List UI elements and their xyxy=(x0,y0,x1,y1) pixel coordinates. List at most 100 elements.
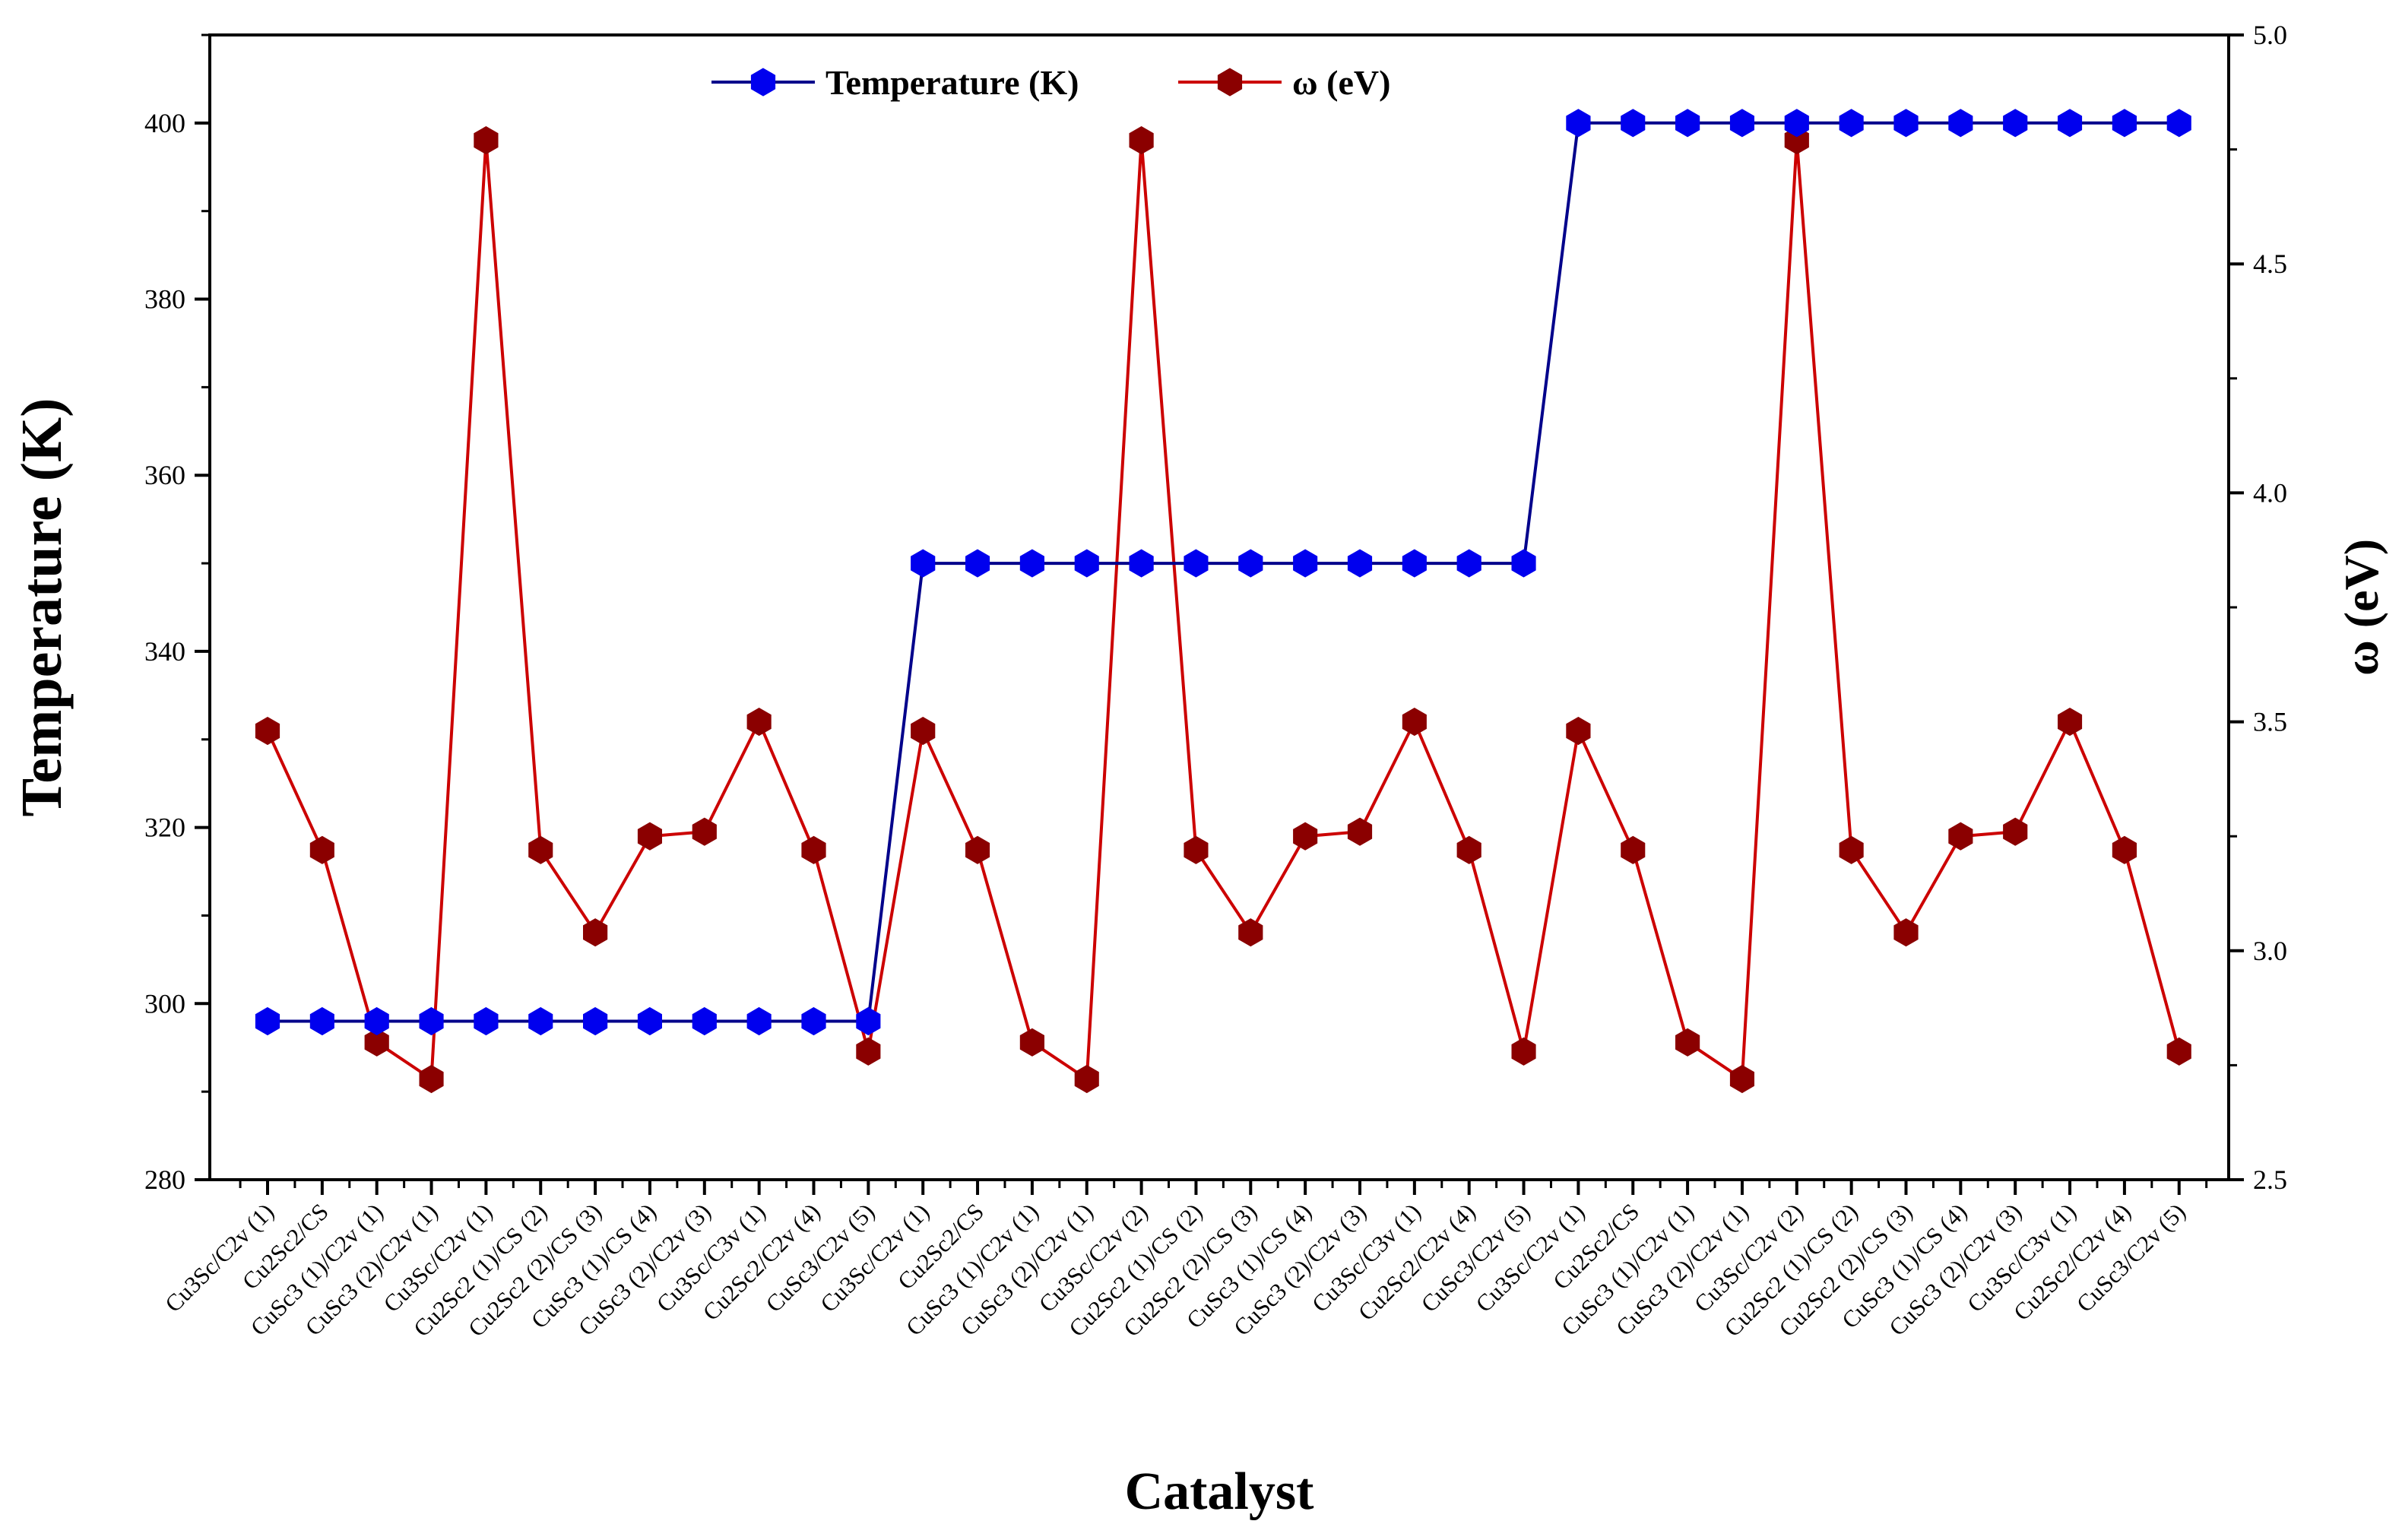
temperature-marker xyxy=(1184,549,1209,578)
legend-marker-sample xyxy=(1217,68,1243,97)
temperature-marker xyxy=(1729,109,1754,138)
temperature-marker xyxy=(1839,109,1864,138)
omega-marker xyxy=(364,1028,389,1057)
temperature-marker xyxy=(1511,549,1536,578)
omega-marker xyxy=(528,835,553,864)
omega-marker xyxy=(1729,1064,1754,1094)
y-left-tick-label: 380 xyxy=(144,284,185,315)
temperature-marker xyxy=(801,1006,826,1036)
omega-marker xyxy=(2112,835,2137,864)
temperature-marker xyxy=(1019,549,1044,578)
omega-marker xyxy=(1184,835,1209,864)
omega-marker xyxy=(1293,822,1318,851)
temperature-marker xyxy=(364,1006,389,1036)
omega-marker xyxy=(1893,918,1919,947)
plot-area-border xyxy=(208,33,2230,1181)
temperature-marker xyxy=(1129,549,1154,578)
omega-marker xyxy=(1456,835,1481,864)
omega-marker xyxy=(801,835,826,864)
temperature-marker xyxy=(2166,109,2191,138)
omega-marker xyxy=(1675,1028,1700,1057)
y-right-tick-label: 5.0 xyxy=(2253,20,2287,50)
omega-marker xyxy=(474,126,499,155)
temperature-marker xyxy=(1456,549,1481,578)
temperature-marker xyxy=(583,1006,608,1036)
y-left-tick-label: 320 xyxy=(144,813,185,843)
omega-marker xyxy=(1566,717,1591,746)
legend-label: ω (eV) xyxy=(1292,63,1390,102)
temperature-marker xyxy=(1402,549,1427,578)
omega-marker xyxy=(965,835,990,864)
y-right-tick-label: 3.0 xyxy=(2253,936,2287,966)
temperature-marker xyxy=(1074,549,1099,578)
omega-marker xyxy=(1948,822,1973,851)
omega-marker xyxy=(1238,918,1263,947)
omega-marker xyxy=(255,717,280,746)
omega-marker xyxy=(309,835,334,864)
temperature-marker xyxy=(474,1006,499,1036)
temperature-marker xyxy=(1347,549,1373,578)
y-right-tick-label: 3.5 xyxy=(2253,707,2287,737)
temperature-marker xyxy=(692,1006,717,1036)
omega-marker xyxy=(1621,835,1646,864)
temperature-marker xyxy=(1621,109,1646,138)
legend-item-temperature: Temperature (K) xyxy=(711,63,1079,102)
omega-marker xyxy=(2003,817,2028,846)
temperature-marker xyxy=(637,1006,662,1036)
omega-series-line xyxy=(266,138,2181,1081)
temperature-marker xyxy=(911,549,936,578)
temperature-marker xyxy=(1675,109,1700,138)
omega-marker xyxy=(1074,1064,1099,1094)
temperature-marker xyxy=(965,549,990,578)
y-right-tick-label: 2.5 xyxy=(2253,1165,2287,1195)
temperature-marker xyxy=(2112,109,2137,138)
temperature-marker xyxy=(419,1006,444,1036)
temperature-marker xyxy=(1293,549,1318,578)
omega-marker xyxy=(637,822,662,851)
omega-marker xyxy=(746,708,772,737)
y-axis-right-title: ω (eV) xyxy=(2334,539,2388,676)
omega-marker xyxy=(1511,1037,1536,1066)
y-axis-left-title: Temperature (K) xyxy=(10,398,74,817)
legend: Temperature (K) ω (eV) xyxy=(711,63,1390,102)
legend-item-omega: ω (eV) xyxy=(1178,63,1390,102)
omega-marker xyxy=(1347,817,1373,846)
y-left-tick-label: 280 xyxy=(144,1165,185,1195)
omega-marker xyxy=(911,717,936,746)
omega-marker xyxy=(2058,708,2083,737)
y-left-tick-label: 400 xyxy=(144,108,185,138)
omega-marker xyxy=(583,918,608,947)
temperature-marker xyxy=(528,1006,553,1036)
omega-marker xyxy=(1839,835,1864,864)
temperature-marker xyxy=(309,1006,334,1036)
temperature-marker xyxy=(856,1006,881,1036)
y-right-tick-label: 4.0 xyxy=(2253,477,2287,508)
y-left-tick-label: 340 xyxy=(144,636,185,667)
x-axis-title: Catalyst xyxy=(1125,1462,1314,1521)
temperature-marker xyxy=(1893,109,1919,138)
y-left-tick-label: 300 xyxy=(144,988,185,1019)
omega-marker xyxy=(692,817,717,846)
temperature-marker xyxy=(1238,549,1263,578)
omega-marker xyxy=(1402,708,1427,737)
omega-marker xyxy=(856,1037,881,1066)
temperature-marker xyxy=(255,1006,280,1036)
temperature-marker xyxy=(746,1006,772,1036)
temperature-marker xyxy=(1566,109,1591,138)
temperature-marker xyxy=(1784,109,1809,138)
legend-label: Temperature (K) xyxy=(825,63,1079,102)
y-left-tick-label: 360 xyxy=(144,460,185,490)
temperature-marker xyxy=(2003,109,2028,138)
y-right-tick-label: 4.5 xyxy=(2253,249,2287,279)
plot-frame xyxy=(208,33,2230,1181)
omega-marker xyxy=(2166,1037,2191,1066)
temperature-marker xyxy=(2058,109,2083,138)
omega-marker xyxy=(1019,1028,1044,1057)
series-lines xyxy=(266,121,2181,1081)
temperature-marker xyxy=(1948,109,1973,138)
temperature-series-line xyxy=(268,121,2179,1023)
omega-marker xyxy=(419,1064,444,1094)
series-markers xyxy=(255,109,2191,1094)
